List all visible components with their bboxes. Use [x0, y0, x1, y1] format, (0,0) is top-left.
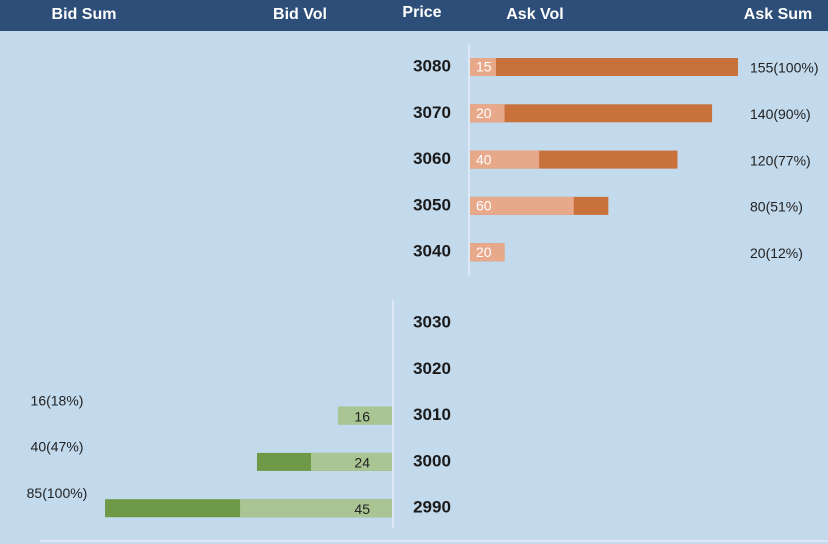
vol-bar: [470, 196, 574, 215]
bid-vol-header: Bid Vol: [273, 6, 327, 23]
price-label: 3070: [413, 103, 451, 122]
price-label: 3000: [413, 451, 451, 470]
price-label: 3060: [413, 149, 451, 168]
sum-label: 40(47%): [31, 439, 84, 455]
vol-bar: [470, 104, 505, 123]
vol-bar: [337, 406, 392, 425]
sum-label: 140(90%): [750, 106, 811, 122]
vol-bar: [310, 452, 392, 471]
vol-label: 40: [476, 151, 492, 167]
vol-label: 15: [476, 59, 492, 75]
vol-label: 20: [476, 105, 492, 121]
price-label: 3030: [413, 312, 451, 331]
ask-vol-header: Ask Vol: [506, 6, 564, 23]
price-label: 3010: [413, 405, 451, 424]
vol-bar: [470, 243, 505, 262]
vol-bar: [470, 58, 496, 76]
bid-sum-header: Bid Sum: [52, 6, 117, 23]
sum-label: 120(77%): [750, 152, 811, 168]
ask-sum-header: Ask Sum: [744, 6, 812, 23]
vol-label: 45: [354, 501, 370, 517]
price-label: 3050: [413, 195, 451, 214]
sum-label: 20(12%): [750, 245, 803, 261]
price-label: 3080: [413, 56, 451, 75]
vol-label: 16: [354, 408, 370, 424]
sum-label: 80(51%): [750, 199, 803, 215]
vol-label: 20: [476, 244, 492, 260]
vol-bar: [470, 150, 540, 169]
sum-bar: [470, 58, 738, 76]
sum-label: 16(18%): [31, 392, 84, 408]
vol-label: 24: [354, 455, 370, 471]
sum-label: 155(100%): [750, 60, 819, 76]
sum-label: 85(100%): [27, 485, 88, 501]
price-label: 2990: [413, 498, 451, 517]
price-label: 3040: [413, 242, 451, 261]
sum-bar: [470, 104, 713, 123]
header-bar: [0, 0, 828, 31]
vol-label: 60: [476, 198, 492, 214]
vol-bar: [240, 499, 392, 518]
price-label: 3020: [413, 359, 451, 378]
price-header: Price: [402, 4, 441, 21]
